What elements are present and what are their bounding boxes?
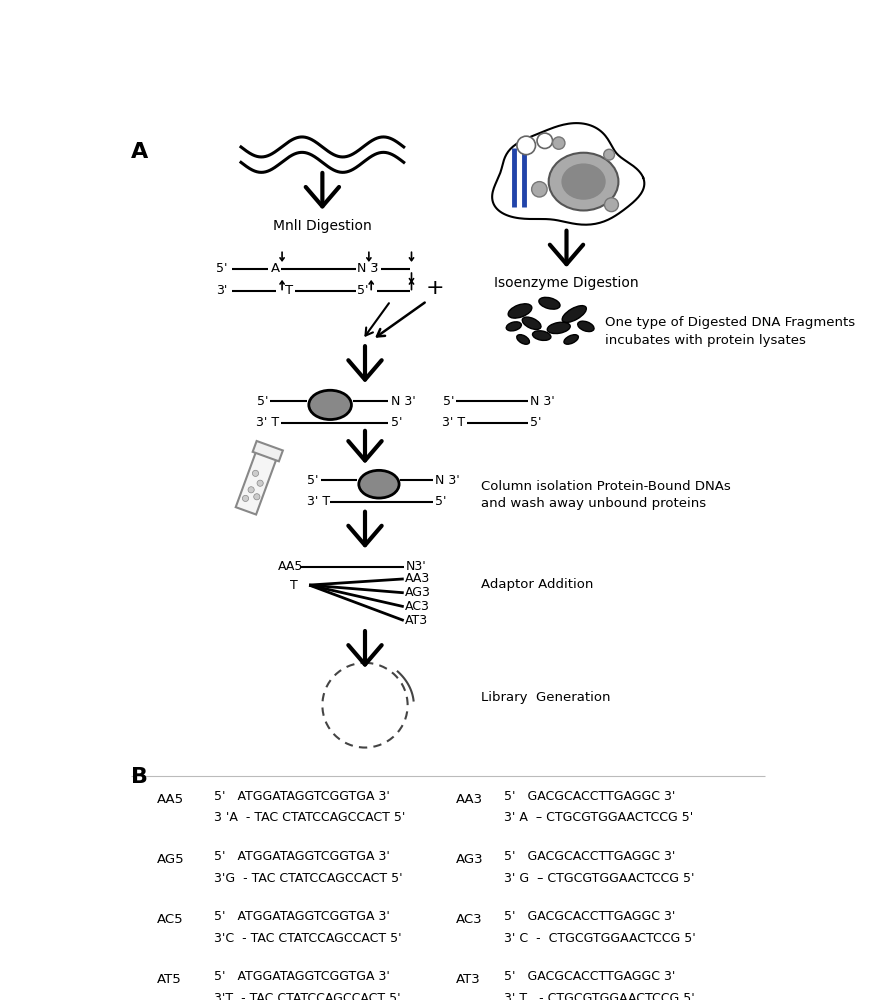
Text: AA3: AA3 [406, 572, 431, 585]
Ellipse shape [506, 322, 522, 331]
Text: AC3: AC3 [455, 913, 482, 926]
Text: MnlI Digestion: MnlI Digestion [273, 219, 371, 233]
Text: 3'G  - TAC CTATCCAGCCACT 5': 3'G - TAC CTATCCAGCCACT 5' [214, 872, 403, 885]
Text: AA5: AA5 [278, 560, 303, 573]
Text: N 3: N 3 [357, 262, 378, 275]
Text: 5': 5' [434, 495, 447, 508]
Text: 3' T: 3' T [256, 416, 280, 429]
Text: 5': 5' [391, 416, 402, 429]
Text: B: B [131, 767, 148, 787]
Text: N 3': N 3' [391, 395, 415, 408]
Text: 3' G  – CTGCGTGGAACTCCG 5': 3' G – CTGCGTGGAACTCCG 5' [504, 872, 695, 885]
Text: AG5: AG5 [157, 853, 185, 866]
Text: AT3: AT3 [455, 973, 481, 986]
Circle shape [531, 182, 547, 197]
Ellipse shape [578, 321, 594, 332]
Text: N 3': N 3' [530, 395, 555, 408]
Text: 3 'A  - TAC CTATCCAGCCACT 5': 3 'A - TAC CTATCCAGCCACT 5' [214, 811, 406, 824]
Ellipse shape [523, 317, 541, 329]
Text: AA5: AA5 [157, 793, 184, 806]
Text: 5': 5' [256, 395, 268, 408]
Text: +: + [426, 278, 444, 298]
Text: N 3': N 3' [434, 474, 460, 487]
Ellipse shape [562, 306, 586, 322]
Text: Column isolation Protein-Bound DNAs: Column isolation Protein-Bound DNAs [482, 480, 731, 493]
Text: One type of Digested DNA Fragments: One type of Digested DNA Fragments [606, 316, 856, 329]
Ellipse shape [539, 297, 560, 309]
Text: 3'C  - TAC CTATCCAGCCACT 5': 3'C - TAC CTATCCAGCCACT 5' [214, 932, 401, 945]
Text: 5'   GACGCACCTTGAGGC 3': 5' GACGCACCTTGAGGC 3' [504, 850, 676, 863]
Text: 3' C  -  CTGCGTGGAACTCCG 5': 3' C - CTGCGTGGAACTCCG 5' [504, 932, 697, 945]
Text: 3': 3' [216, 284, 227, 297]
Ellipse shape [564, 335, 579, 344]
Text: AC3: AC3 [406, 600, 430, 613]
Circle shape [253, 494, 260, 500]
Text: Isoenzyme Digestion: Isoenzyme Digestion [494, 276, 639, 290]
Text: 5': 5' [216, 262, 228, 275]
Text: 5'   ATGGATAGGTCGGTGA 3': 5' ATGGATAGGTCGGTGA 3' [214, 970, 390, 983]
Text: T: T [290, 579, 297, 592]
Text: 3' T   - CTGCGTGGAACTCCG 5': 3' T - CTGCGTGGAACTCCG 5' [504, 992, 695, 1000]
Text: AA3: AA3 [455, 793, 482, 806]
Text: Library  Generation: Library Generation [482, 691, 611, 704]
Text: 3'T  - TAC CTATCCAGCCACT 5': 3'T - TAC CTATCCAGCCACT 5' [214, 992, 400, 1000]
Circle shape [604, 149, 614, 160]
Circle shape [253, 470, 259, 476]
Text: incubates with protein lysates: incubates with protein lysates [606, 334, 806, 347]
Circle shape [248, 487, 254, 493]
Polygon shape [492, 123, 644, 225]
Text: Adaptor Addition: Adaptor Addition [482, 578, 593, 591]
Text: A: A [131, 142, 149, 162]
Text: AT3: AT3 [406, 614, 428, 627]
Circle shape [605, 198, 619, 212]
Text: 3' T: 3' T [307, 495, 330, 508]
Ellipse shape [549, 153, 619, 210]
Text: AC5: AC5 [157, 913, 184, 926]
Text: 5'   GACGCACCTTGAGGC 3': 5' GACGCACCTTGAGGC 3' [504, 910, 676, 923]
Polygon shape [236, 449, 277, 515]
Text: N3': N3' [406, 560, 426, 573]
Circle shape [537, 133, 552, 148]
Ellipse shape [309, 390, 351, 420]
Circle shape [323, 663, 407, 748]
Ellipse shape [547, 322, 570, 334]
Text: AG3: AG3 [406, 586, 431, 599]
Text: ': ' [374, 262, 378, 275]
Text: and wash away unbound proteins: and wash away unbound proteins [482, 497, 706, 510]
Text: 5': 5' [442, 395, 454, 408]
Text: 5': 5' [307, 474, 318, 487]
Circle shape [242, 495, 248, 501]
Circle shape [552, 137, 565, 149]
Text: T: T [285, 284, 294, 297]
Text: 5'   ATGGATAGGTCGGTGA 3': 5' ATGGATAGGTCGGTGA 3' [214, 850, 390, 863]
Ellipse shape [359, 470, 399, 498]
Text: 3' T: 3' T [442, 416, 466, 429]
Text: 5': 5' [357, 284, 369, 297]
Text: AT5: AT5 [157, 973, 182, 986]
Ellipse shape [562, 164, 605, 199]
Text: 5'   ATGGATAGGTCGGTGA 3': 5' ATGGATAGGTCGGTGA 3' [214, 790, 390, 803]
Circle shape [517, 136, 536, 155]
Ellipse shape [517, 335, 530, 344]
Circle shape [257, 480, 263, 486]
Text: 5': 5' [530, 416, 542, 429]
Text: 3' A  – CTGCGTGGAACTCCG 5': 3' A – CTGCGTGGAACTCCG 5' [504, 811, 694, 824]
Polygon shape [253, 441, 283, 461]
Ellipse shape [532, 331, 551, 340]
Text: 5'   GACGCACCTTGAGGC 3': 5' GACGCACCTTGAGGC 3' [504, 790, 676, 803]
Text: AG3: AG3 [455, 853, 483, 866]
Text: A: A [270, 262, 280, 275]
Text: 5'   ATGGATAGGTCGGTGA 3': 5' ATGGATAGGTCGGTGA 3' [214, 910, 390, 923]
Text: 5'   GACGCACCTTGAGGC 3': 5' GACGCACCTTGAGGC 3' [504, 970, 676, 983]
Ellipse shape [508, 304, 532, 318]
